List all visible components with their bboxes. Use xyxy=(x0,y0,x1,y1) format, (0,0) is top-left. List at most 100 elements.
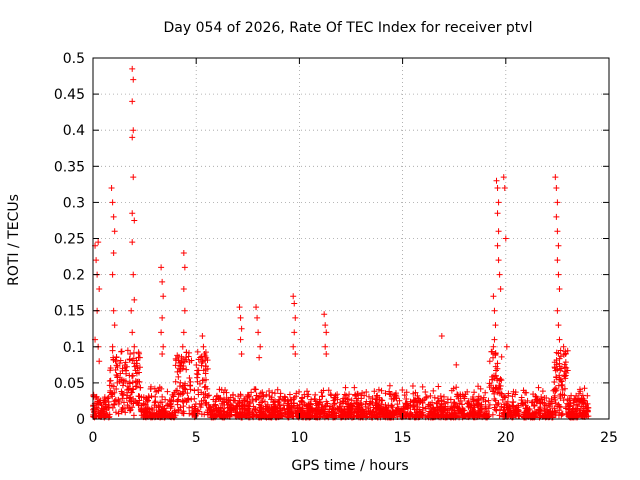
data-point-band xyxy=(195,391,202,398)
data-point-band xyxy=(572,409,579,416)
data-point xyxy=(553,213,560,220)
data-point-band xyxy=(203,399,210,406)
data-point-band xyxy=(116,360,123,367)
data-point-band xyxy=(274,405,281,412)
data-point xyxy=(497,286,504,293)
data-point-band xyxy=(337,399,344,406)
data-point-band xyxy=(259,389,266,396)
data-point-band xyxy=(425,412,432,419)
y-tick-label: 0.25 xyxy=(54,232,85,248)
data-point-band xyxy=(266,409,273,416)
data-point-band xyxy=(491,390,498,397)
data-point-band xyxy=(512,389,519,396)
data-point xyxy=(181,307,188,314)
data-point-band xyxy=(430,387,437,394)
data-point xyxy=(555,322,562,329)
data-point-band xyxy=(518,396,525,403)
data-point-band xyxy=(323,412,330,419)
data-point-band xyxy=(503,400,510,407)
data-point-band xyxy=(441,407,448,414)
data-point-band xyxy=(171,408,178,415)
data-point-band xyxy=(327,391,334,398)
data-point-band xyxy=(475,396,482,403)
data-point-band xyxy=(490,354,497,361)
data-point xyxy=(503,343,510,350)
data-point xyxy=(490,293,497,300)
data-point-band xyxy=(328,392,335,399)
data-point-band xyxy=(513,412,520,419)
data-point-band xyxy=(93,404,100,411)
data-point xyxy=(130,127,137,134)
data-point-band xyxy=(489,376,496,383)
data-point-band xyxy=(375,386,382,393)
data-point-band xyxy=(122,409,129,416)
data-point-band xyxy=(135,402,142,409)
x-tick-label: 5 xyxy=(192,430,201,446)
data-point-band xyxy=(202,349,209,356)
data-point-band xyxy=(144,410,151,417)
data-point-band xyxy=(373,404,380,411)
data-point-band xyxy=(351,384,358,391)
data-point-band xyxy=(486,380,493,387)
data-point-band xyxy=(124,383,131,390)
y-tick-label: 0.1 xyxy=(63,340,85,356)
data-point-band xyxy=(213,412,220,419)
data-point-band xyxy=(456,400,463,407)
data-point-band xyxy=(152,398,159,405)
data-point-band xyxy=(114,379,121,386)
data-point-band xyxy=(551,394,558,401)
data-point-band xyxy=(179,397,186,404)
x-tick-label: 15 xyxy=(394,430,412,446)
data-point-band xyxy=(129,404,136,411)
data-point-band xyxy=(198,362,205,369)
data-point-band xyxy=(224,412,231,419)
data-point-band xyxy=(219,398,226,405)
data-point-band xyxy=(172,355,179,362)
data-point-band xyxy=(147,383,154,390)
data-point-band xyxy=(581,385,588,392)
data-point-band xyxy=(218,408,225,415)
data-point-band xyxy=(132,397,139,404)
data-point-band xyxy=(271,390,278,397)
data-point-band xyxy=(555,382,562,389)
data-point-band xyxy=(563,411,570,418)
data-point-band xyxy=(205,392,212,399)
data-point xyxy=(111,228,118,235)
data-point-band xyxy=(101,405,108,412)
data-point-band xyxy=(305,391,312,398)
data-point-band xyxy=(259,408,266,415)
data-point-band xyxy=(92,413,99,420)
data-point xyxy=(553,184,560,191)
data-point-band xyxy=(559,410,566,417)
data-point-band xyxy=(175,406,182,413)
data-point-band xyxy=(374,396,381,403)
data-point-band xyxy=(334,391,341,398)
data-point-band xyxy=(580,400,587,407)
data-point-band xyxy=(535,384,542,391)
data-point-band xyxy=(304,388,311,395)
data-point-band xyxy=(111,398,118,405)
data-point-band xyxy=(117,357,124,364)
data-point-band xyxy=(228,406,235,413)
chart-title: Day 054 of 2026, Rate Of TEC Index for r… xyxy=(164,20,533,36)
data-point xyxy=(95,239,102,246)
data-point-band xyxy=(112,367,119,374)
y-tick-label: 0.45 xyxy=(54,87,85,103)
data-point-band xyxy=(293,393,300,400)
data-point xyxy=(492,322,499,329)
data-point-band xyxy=(175,373,182,380)
data-point-band xyxy=(296,388,303,395)
data-point-band xyxy=(465,403,472,410)
data-point xyxy=(554,228,561,235)
data-point-band xyxy=(109,347,116,354)
data-point-band xyxy=(507,403,514,410)
data-point-band xyxy=(252,406,259,413)
data-point-band xyxy=(552,385,559,392)
x-tick-label: 10 xyxy=(290,430,308,446)
data-point xyxy=(493,177,500,184)
data-point xyxy=(291,329,298,336)
data-point-band xyxy=(153,410,160,417)
data-point-band xyxy=(229,392,236,399)
y-tick-label: 0.4 xyxy=(63,123,85,139)
data-point-band xyxy=(386,388,393,395)
